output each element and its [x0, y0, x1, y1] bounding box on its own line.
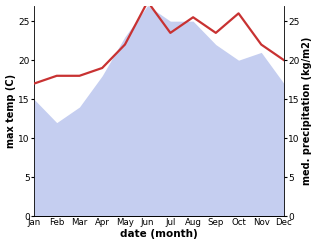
Y-axis label: max temp (C): max temp (C): [5, 74, 16, 148]
Y-axis label: med. precipitation (kg/m2): med. precipitation (kg/m2): [302, 37, 313, 185]
X-axis label: date (month): date (month): [120, 230, 198, 239]
